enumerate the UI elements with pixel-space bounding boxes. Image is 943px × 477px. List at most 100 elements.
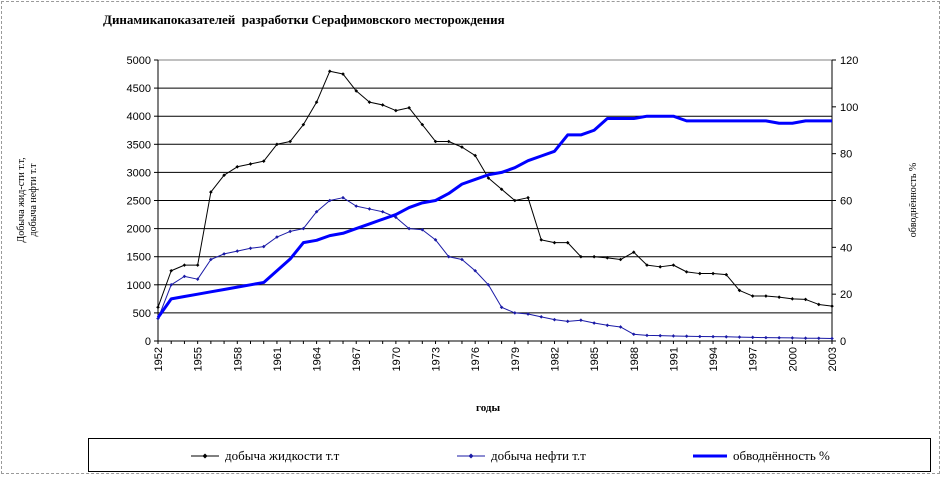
- series-point-0: [248, 162, 253, 166]
- series-point-0: [605, 256, 610, 260]
- series-point-1: [803, 336, 808, 340]
- tick-label-y-left: 2500: [127, 196, 151, 208]
- series-point-1: [790, 336, 795, 340]
- series-point-1: [314, 209, 319, 214]
- series-point-1: [235, 249, 240, 253]
- series-point-1: [354, 204, 359, 208]
- tick-label-x: 1985: [589, 347, 601, 371]
- tick-label-x: 1973: [431, 347, 443, 371]
- series-point-0: [473, 153, 477, 158]
- series-point-1: [631, 332, 636, 337]
- tick-label-y-right: 40: [840, 242, 852, 254]
- legend-label-watercut: обводнённость %: [733, 448, 830, 463]
- series-point-1: [222, 252, 226, 256]
- series-point-1: [526, 312, 530, 316]
- series-point-1: [724, 334, 729, 339]
- series-point-1: [394, 215, 398, 220]
- series-point-0: [394, 108, 398, 113]
- series-point-1: [433, 238, 438, 242]
- series-point-1: [367, 207, 372, 211]
- series-point-0: [486, 176, 491, 180]
- series-line-1: [157, 197, 833, 339]
- legend-item-watercut: обводнённость %: [693, 448, 830, 464]
- series-point-1: [486, 283, 491, 287]
- series-point-0: [301, 122, 306, 127]
- tick-label-y-right: 120: [840, 55, 858, 67]
- series-point-1: [764, 335, 768, 340]
- chart-title: Динамикапоказателей разработки Серафимов…: [103, 12, 505, 27]
- legend-item-liquid: добыча жидкости т.т: [191, 448, 339, 464]
- series-point-1: [473, 268, 477, 273]
- y-axis-right-label: обводнённость %: [908, 163, 919, 237]
- tick-label-y-right: 0: [840, 336, 846, 348]
- series-point-1: [711, 334, 715, 339]
- series-point-0: [737, 288, 742, 293]
- tick-label-x: 1961: [272, 347, 284, 371]
- y-axis-left-label: Добыча жид-сти т.т,добыча нефти т.т: [16, 157, 39, 242]
- series-point-0: [446, 139, 451, 144]
- legend: добыча жидкости т.т добыча нефти т.т обв…: [88, 438, 931, 472]
- series-point-1: [499, 305, 504, 310]
- series-point-1: [737, 335, 742, 339]
- x-axis-label: годы: [476, 402, 500, 414]
- series-point-1: [671, 334, 676, 338]
- series-point-0: [433, 139, 438, 144]
- series-point-0: [420, 122, 425, 127]
- series-point-1: [618, 325, 623, 329]
- series-point-1: [380, 209, 385, 214]
- tick-label-y-right: 20: [840, 289, 852, 301]
- series-point-1: [261, 244, 266, 249]
- series-point-0: [314, 100, 319, 104]
- tick-label-x: 1952: [153, 347, 165, 371]
- tick-label-y-right: 60: [840, 196, 852, 208]
- series-point-0: [328, 69, 332, 74]
- series-point-0: [235, 164, 240, 169]
- series-point-1: [460, 257, 464, 262]
- series-point-0: [658, 265, 662, 269]
- series-point-0: [526, 195, 530, 200]
- series-point-1: [698, 334, 702, 339]
- series-point-0: [380, 103, 385, 107]
- series-point-0: [513, 198, 517, 203]
- tick-label-x: 1976: [470, 347, 482, 371]
- series-point-0: [354, 89, 359, 93]
- tick-label-y-left: 0: [145, 336, 151, 348]
- series-point-0: [222, 173, 226, 178]
- series-point-0: [724, 272, 729, 277]
- tick-label-y-left: 3500: [127, 139, 151, 151]
- legend-label-oil: добыча нефти т.т: [491, 448, 586, 463]
- series-point-0: [209, 190, 213, 194]
- series-point-1: [750, 335, 755, 340]
- series-point-0: [367, 100, 372, 104]
- series-point-0: [671, 263, 676, 267]
- tick-label-x: 1991: [668, 347, 680, 371]
- series-point-0: [830, 304, 834, 308]
- tick-label-y-left: 4000: [127, 111, 151, 123]
- series-point-1: [605, 323, 610, 328]
- series-point-0: [539, 238, 544, 242]
- series-point-0: [631, 250, 636, 255]
- series-point-1: [182, 274, 187, 279]
- series-point-0: [803, 297, 808, 302]
- series-point-1: [579, 318, 583, 323]
- series-point-0: [777, 295, 781, 299]
- series-point-1: [169, 283, 174, 287]
- tick-label-x: 2000: [787, 347, 799, 371]
- series-point-0: [579, 254, 583, 259]
- series-point-0: [790, 297, 795, 301]
- series-point-1: [777, 335, 781, 340]
- series-point-0: [288, 139, 292, 144]
- series-point-1: [645, 333, 649, 338]
- tick-label-x: 1988: [629, 347, 641, 371]
- series-point-1: [539, 315, 544, 319]
- series-point-1: [288, 229, 292, 234]
- series-point-0: [275, 142, 279, 147]
- series-point-1: [816, 336, 821, 341]
- tick-label-y-right: 80: [840, 149, 852, 161]
- series-point-1: [341, 195, 345, 200]
- series-line-0: [157, 70, 833, 308]
- series-point-0: [169, 268, 174, 273]
- series-point-1: [592, 321, 596, 325]
- series-point-1: [830, 336, 834, 341]
